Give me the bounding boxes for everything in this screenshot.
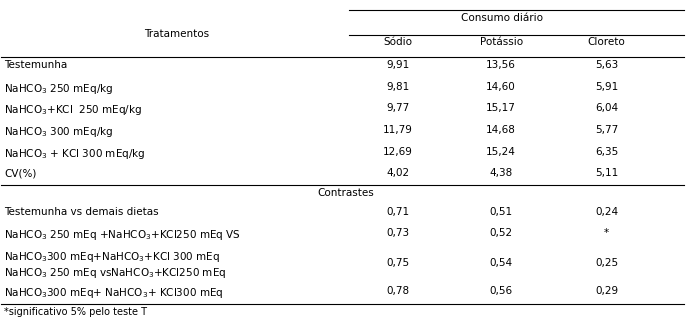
Text: 6,35: 6,35: [595, 147, 618, 157]
Text: 15,17: 15,17: [486, 103, 516, 113]
Text: 0,73: 0,73: [386, 228, 409, 238]
Text: NaHCO$_3$ 250 mEq +NaHCO$_3$+KCl250 mEq VS: NaHCO$_3$ 250 mEq +NaHCO$_3$+KCl250 mEq …: [4, 228, 241, 242]
Text: Testemunha: Testemunha: [4, 60, 67, 70]
Text: 0,25: 0,25: [595, 258, 618, 268]
Text: NaHCO$_3$ 300 mEq/kg: NaHCO$_3$ 300 mEq/kg: [4, 125, 113, 139]
Text: Consumo diário: Consumo diário: [461, 13, 543, 23]
Text: 0,56: 0,56: [489, 287, 513, 296]
Text: CV(%): CV(%): [4, 168, 37, 178]
Text: 9,77: 9,77: [386, 103, 409, 113]
Text: 14,68: 14,68: [486, 125, 516, 135]
Text: Contrastes: Contrastes: [318, 188, 374, 198]
Text: 0,52: 0,52: [489, 228, 513, 238]
Text: 0,71: 0,71: [386, 206, 409, 217]
Text: NaHCO$_3$ 250 mEq/kg: NaHCO$_3$ 250 mEq/kg: [4, 82, 113, 96]
Text: 9,91: 9,91: [386, 60, 409, 70]
Text: NaHCO$_3$ + KCl 300 mEq/kg: NaHCO$_3$ + KCl 300 mEq/kg: [4, 147, 145, 161]
Text: 14,60: 14,60: [486, 82, 516, 92]
Text: NaHCO$_3$300 mEq+ NaHCO$_3$+ KCl300 mEq: NaHCO$_3$300 mEq+ NaHCO$_3$+ KCl300 mEq: [4, 287, 224, 301]
Text: 13,56: 13,56: [486, 60, 516, 70]
Text: 0,78: 0,78: [386, 287, 409, 296]
Text: Potássio: Potássio: [480, 37, 522, 48]
Text: 4,38: 4,38: [489, 168, 513, 178]
Text: 5,11: 5,11: [595, 168, 618, 178]
Text: Sódio: Sódio: [383, 37, 412, 48]
Text: 0,24: 0,24: [595, 206, 618, 217]
Text: 0,75: 0,75: [386, 258, 409, 268]
Text: Cloreto: Cloreto: [588, 37, 626, 48]
Text: *: *: [604, 228, 609, 238]
Text: NaHCO$_3$+KCl  250 mEq/kg: NaHCO$_3$+KCl 250 mEq/kg: [4, 103, 143, 118]
Text: 5,63: 5,63: [595, 60, 618, 70]
Text: NaHCO$_3$300 mEq+NaHCO$_3$+KCl 300 mEq
NaHCO$_3$ 250 mEq vsNaHCO$_3$+KCl250 mEq: NaHCO$_3$300 mEq+NaHCO$_3$+KCl 300 mEq N…: [4, 250, 226, 280]
Text: Testemunha vs demais dietas: Testemunha vs demais dietas: [4, 206, 158, 217]
Text: Tratamentos: Tratamentos: [144, 29, 210, 39]
Text: 6,04: 6,04: [595, 103, 618, 113]
Text: 0,29: 0,29: [595, 287, 618, 296]
Text: 11,79: 11,79: [383, 125, 412, 135]
Text: *significativo 5% pelo teste T: *significativo 5% pelo teste T: [4, 307, 147, 317]
Text: 4,02: 4,02: [386, 168, 409, 178]
Text: 9,81: 9,81: [386, 82, 409, 92]
Text: 12,69: 12,69: [383, 147, 412, 157]
Text: 0,54: 0,54: [489, 258, 513, 268]
Text: 5,91: 5,91: [595, 82, 618, 92]
Text: 0,51: 0,51: [489, 206, 513, 217]
Text: 5,77: 5,77: [595, 125, 618, 135]
Text: 15,24: 15,24: [486, 147, 516, 157]
